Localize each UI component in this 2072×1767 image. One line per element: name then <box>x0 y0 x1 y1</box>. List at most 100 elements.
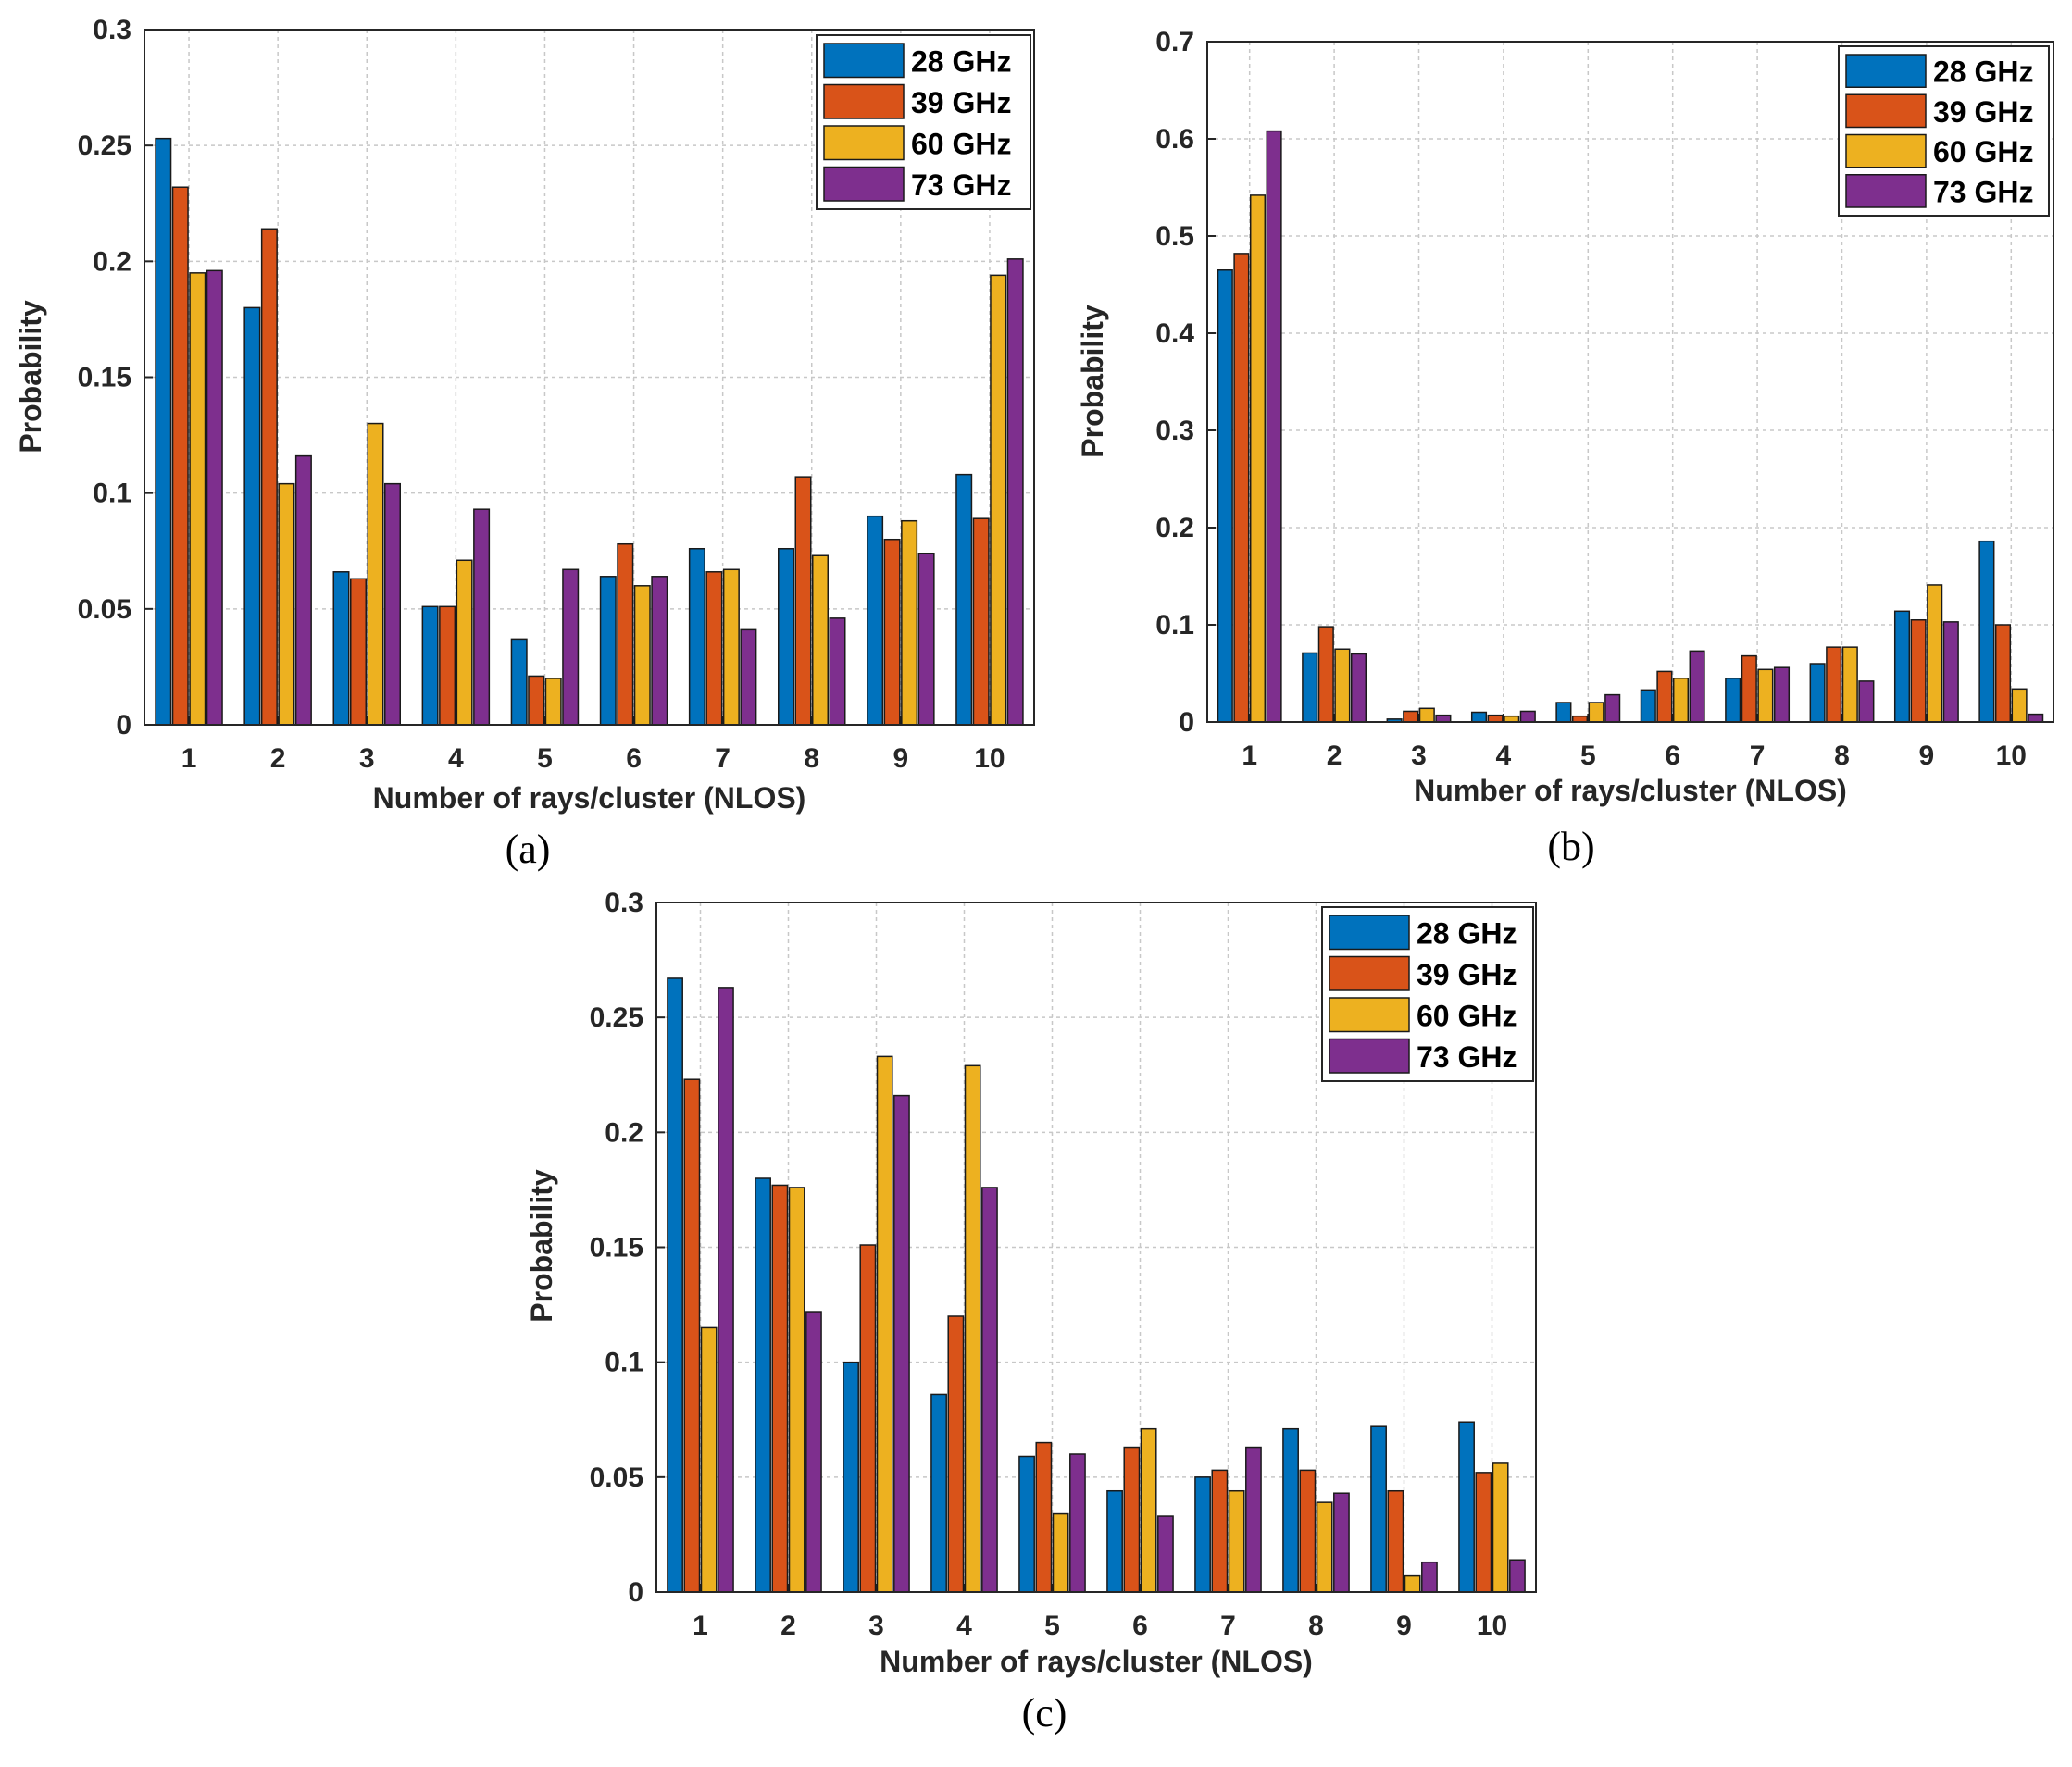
legend-label: 28 GHz <box>1933 56 2033 89</box>
y-tick-label: 0.05 <box>78 594 131 625</box>
bar-39ghz-2 <box>771 1184 789 1593</box>
chart-panel-1: 0 0.05 0.1 0.15 0.2 0.25 0.3 1 2 3 4 5 6 7 8 9 10 Number … <box>14 15 1035 872</box>
y-tick-label: 0.3 <box>93 15 131 45</box>
bar-73ghz-6 <box>1157 1515 1174 1593</box>
y-tick-label: 0.6 <box>1155 124 1194 155</box>
bar-60ghz-10 <box>990 274 1007 726</box>
legend-swatch <box>1329 915 1410 951</box>
bar-28ghz-2 <box>243 306 261 726</box>
x-tick-label: 9 <box>893 743 909 774</box>
bar-28ghz-10 <box>955 473 973 726</box>
axes-frame <box>655 902 1537 1593</box>
legend-swatch <box>1845 133 1927 168</box>
bar-28ghz-5 <box>510 638 528 726</box>
bar-39ghz-1 <box>171 186 189 726</box>
bar-28ghz-6 <box>1640 689 1656 723</box>
x-tick-label: 10 <box>1996 740 2027 771</box>
bar-73ghz-6 <box>651 576 668 726</box>
x-tick-label: 10 <box>974 743 1005 774</box>
y-tick-label: 0.1 <box>1155 610 1194 641</box>
bar-73ghz-10 <box>1509 1559 1526 1593</box>
bar-28ghz-3 <box>843 1361 859 1593</box>
y-axis-label: Probability <box>525 1169 558 1323</box>
axes-frame <box>1206 41 2054 723</box>
x-tick-label: 8 <box>804 743 819 774</box>
x-tick-label: 4 <box>448 743 464 774</box>
x-tick-label: 3 <box>868 1611 884 1641</box>
bar-60ghz-8 <box>1316 1501 1333 1593</box>
bar-39ghz-2 <box>260 228 278 726</box>
y-tick-label: 0.25 <box>78 131 131 161</box>
legend-label: 28 GHz <box>911 44 1011 78</box>
y-tick-label: 0.4 <box>1155 318 1194 349</box>
bar-39ghz-8 <box>1299 1469 1317 1593</box>
bar-60ghz-3 <box>367 422 384 726</box>
legend-swatch <box>1329 955 1410 991</box>
bar-28ghz-10 <box>1978 540 1995 723</box>
x-tick-label: 7 <box>1220 1611 1236 1641</box>
bar-60ghz-4 <box>456 559 473 726</box>
bar-60ghz-9 <box>1404 1574 1421 1593</box>
x-tick-label: 8 <box>1308 1611 1324 1641</box>
y-tick-label: 0.15 <box>590 1233 643 1263</box>
bar-73ghz-8 <box>829 617 846 726</box>
bar-39ghz-10 <box>1994 624 2012 723</box>
x-tick-label: 1 <box>181 743 197 774</box>
bar-73ghz-10 <box>1006 258 1024 726</box>
bar-28ghz-5 <box>1555 702 1572 723</box>
x-tick-label: 4 <box>956 1611 972 1641</box>
bar-39ghz-6 <box>1656 670 1673 723</box>
y-tick-label: 0 <box>628 1577 643 1608</box>
bar-39ghz-3 <box>350 578 368 726</box>
y-axis-label: Probability <box>14 300 47 454</box>
y-axis-label: Probability <box>1076 305 1109 458</box>
x-tick-label: 7 <box>715 743 730 774</box>
bar-73ghz-8 <box>1333 1492 1350 1593</box>
bar-28ghz-6 <box>1106 1489 1123 1593</box>
bar-73ghz-4 <box>981 1187 998 1593</box>
bar-28ghz-1 <box>667 977 683 1593</box>
y-tick-label: 0.3 <box>605 888 643 918</box>
bar-60ghz-3 <box>876 1055 893 1593</box>
bar-39ghz-7 <box>705 571 723 726</box>
bar-60ghz-2 <box>1334 648 1351 723</box>
bar-60ghz-5 <box>1588 702 1604 723</box>
y-tick-label: 0.5 <box>1155 221 1194 252</box>
legend-label: 39 GHz <box>1933 95 2033 129</box>
x-tick-label: 5 <box>537 743 553 774</box>
legend-label: 73 GHz <box>1933 175 2033 208</box>
bar-60ghz-4 <box>964 1064 981 1593</box>
legend-swatch <box>823 43 905 79</box>
y-tick-label: 0 <box>116 710 131 740</box>
legend-label: 39 GHz <box>911 86 1011 119</box>
bar-28ghz-4 <box>421 605 439 726</box>
bar-73ghz-2 <box>294 454 312 726</box>
x-tick-label: 3 <box>359 743 375 774</box>
y-tick-label: 0 <box>1179 707 1194 738</box>
legend-swatch <box>1845 93 1927 129</box>
bar-73ghz-9 <box>1421 1561 1438 1593</box>
x-tick-label: 2 <box>780 1611 796 1641</box>
bar-60ghz-9 <box>1927 584 1943 723</box>
legend-swatch <box>1845 54 1927 88</box>
x-tick-label: 1 <box>693 1611 708 1641</box>
legend-swatch <box>1329 997 1410 1033</box>
legend-swatch <box>1845 174 1927 208</box>
bar-60ghz-1 <box>189 272 206 726</box>
bar-60ghz-10 <box>2011 688 2028 723</box>
legend-label: 39 GHz <box>1417 958 1517 991</box>
bar-60ghz-10 <box>1492 1462 1509 1593</box>
bar-39ghz-8 <box>794 476 812 726</box>
x-tick-label: 2 <box>270 743 286 774</box>
y-tick-label: 0.25 <box>590 1002 643 1033</box>
legend-swatch <box>823 166 905 202</box>
bar-39ghz-3 <box>859 1244 877 1593</box>
bar-73ghz-4 <box>473 508 491 726</box>
bar-39ghz-6 <box>1123 1446 1141 1593</box>
bar-73ghz-5 <box>1069 1453 1086 1593</box>
bar-39ghz-5 <box>1035 1441 1053 1593</box>
bar-39ghz-10 <box>1475 1472 1492 1593</box>
y-tick-label: 0.05 <box>590 1462 643 1493</box>
bar-73ghz-8 <box>1858 680 1875 723</box>
